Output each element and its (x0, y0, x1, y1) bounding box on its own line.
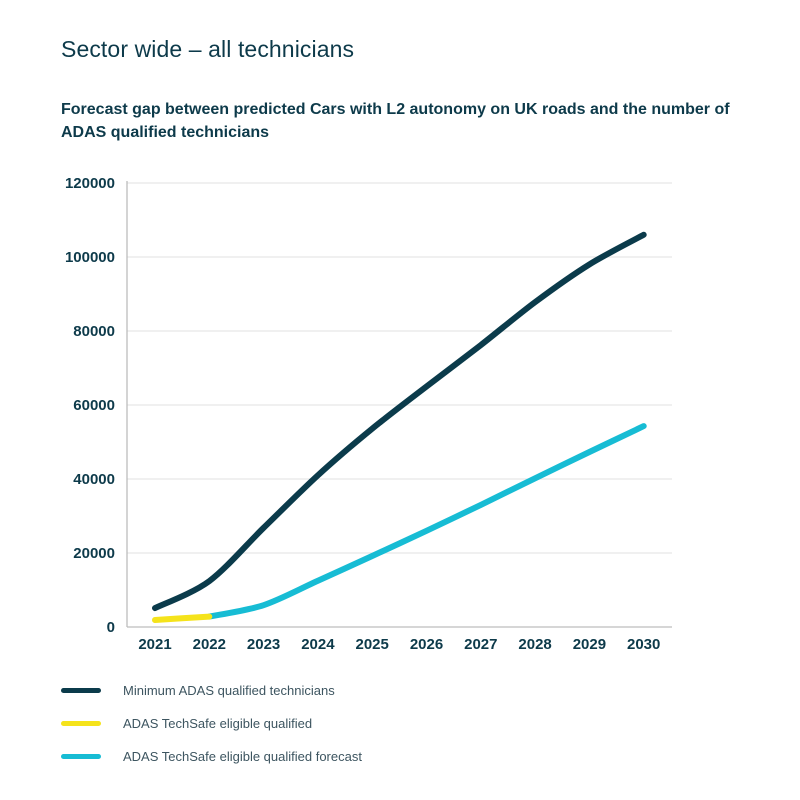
series-line-2 (206, 423, 647, 620)
legend-label: Minimum ADAS qualified technicians (123, 683, 335, 698)
x-tick-label: 2029 (573, 636, 606, 653)
y-tick-label: 20000 (73, 545, 115, 562)
x-tick-label: 2021 (138, 636, 171, 653)
page-heading: Sector wide – all technicians (61, 36, 355, 62)
x-axis-ticks: 2021 2022 2023 2024 2025 2026 2027 2028 2029 2030 (138, 636, 660, 653)
axes (126, 181, 672, 628)
legend-item: ADAS TechSafe eligible qualified (61, 707, 362, 740)
series-line-1 (152, 613, 213, 623)
legend-swatch (61, 721, 101, 726)
legend-label: ADAS TechSafe eligible qualified (123, 716, 313, 731)
x-tick-label: 2024 (301, 636, 335, 653)
x-tick-label: 2026 (410, 636, 443, 653)
legend-label: ADAS TechSafe eligible qualified forecas… (123, 749, 362, 764)
y-tick-label: 120000 (65, 175, 115, 192)
y-tick-label: 0 (107, 619, 115, 636)
legend-swatch (61, 754, 101, 759)
gridlines (127, 182, 672, 554)
legend-item: ADAS TechSafe eligible qualified forecas… (61, 740, 362, 773)
x-tick-label: 2025 (356, 636, 389, 653)
legend-item: Minimum ADAS qualified technicians (61, 674, 362, 707)
legend-swatch (61, 688, 101, 693)
y-tick-label: 100000 (65, 249, 115, 266)
x-tick-label: 2028 (518, 636, 551, 653)
y-axis-ticks: 0 20000 40000 60000 80000 100000 120000 (65, 175, 115, 636)
y-tick-label: 80000 (73, 323, 115, 340)
series-line-0 (152, 231, 647, 612)
x-tick-label: 2023 (247, 636, 280, 653)
x-tick-label: 2022 (193, 636, 226, 653)
x-tick-label: 2027 (464, 636, 497, 653)
series-lines (152, 231, 647, 623)
chart-title: Forecast gap between predicted Cars with… (61, 101, 730, 141)
y-tick-label: 60000 (73, 397, 115, 414)
y-tick-label: 40000 (73, 471, 115, 488)
legend: Minimum ADAS qualified technicians ADAS T… (61, 674, 362, 773)
x-tick-label: 2030 (627, 636, 660, 653)
